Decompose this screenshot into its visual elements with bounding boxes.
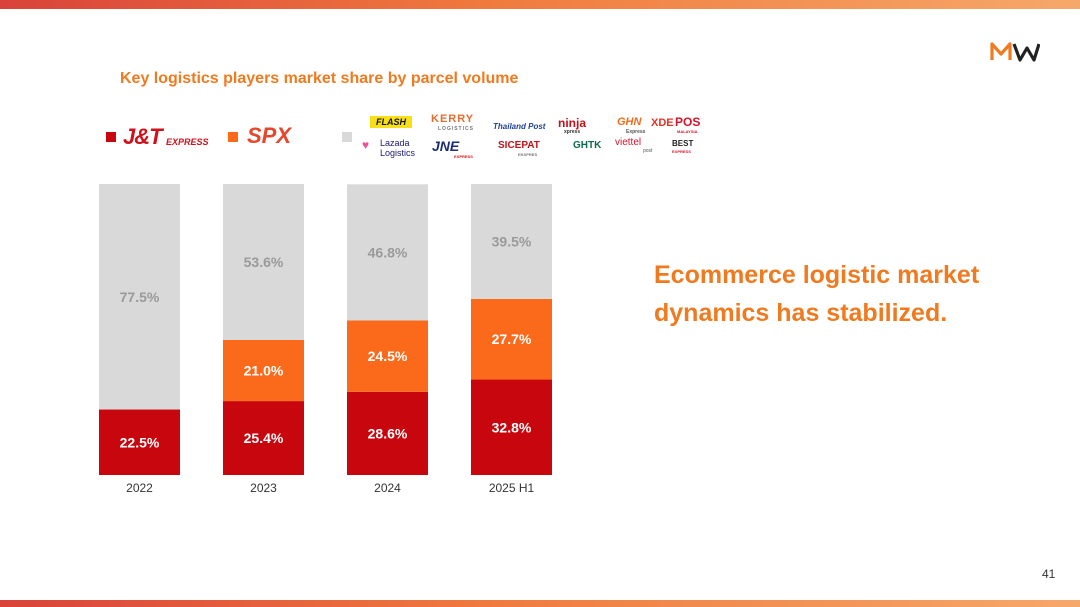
jt-express-logo: J&T: [123, 124, 163, 149]
data-label-others-2: 46.8%: [368, 244, 408, 260]
bar-spx-1: [223, 339, 304, 402]
bar-others-2: [347, 184, 428, 321]
viettel-logo: viettel: [615, 137, 642, 148]
x-tick-label: 2022: [126, 481, 153, 495]
xde-logo: XDE: [651, 117, 674, 129]
x-tick-label: 2024: [374, 481, 401, 495]
x-tick-label: 2025 H1: [489, 481, 535, 495]
flash-logo: FLASH: [370, 116, 412, 128]
pos-logo: POS: [675, 115, 701, 129]
ghtk-logo: GHTK: [573, 140, 602, 151]
bar-jt-3: [471, 379, 552, 475]
ninja-logo: ninja: [558, 116, 587, 130]
data-label-others-1: 53.6%: [244, 254, 284, 270]
kerry-logo-sub: LOGISTICS: [438, 126, 474, 132]
sicepat-logo: SICEPAT: [498, 140, 540, 151]
others-logos-group: FLASH KERRY LOGISTICS Thailand Post ninj…: [362, 112, 708, 159]
data-label-jt-1: 25.4%: [244, 430, 284, 446]
x-tick-label: 2023: [250, 481, 277, 495]
bar-others-3: [471, 184, 552, 299]
mw-logo-icon: [990, 42, 1040, 62]
thailand-post-logo: Thailand Post: [493, 122, 546, 131]
data-label-spx-1: 21.0%: [244, 363, 284, 379]
bar-jt-2: [347, 391, 428, 475]
jne-logo: JNE: [432, 138, 460, 154]
jt-express-logo-suffix: EXPRESS: [166, 137, 209, 147]
ghn-logo-sub: Express: [626, 129, 646, 135]
best-logo-sub: EXPRESS: [672, 149, 691, 154]
lazada-logo-heart-icon: ♥: [362, 138, 370, 152]
lazada-logo: Lazada: [380, 138, 410, 148]
bar-jt-1: [223, 401, 304, 475]
data-label-jt-0: 22.5%: [120, 434, 160, 450]
bar-spx-3: [471, 298, 552, 380]
data-label-others-3: 39.5%: [492, 233, 532, 249]
bar-others-0: [99, 184, 180, 410]
stacked-bar-chart: 22.5% 77.5% 2022 25.4% 21.0% 53.6% 2023 28.6% 24…: [99, 184, 552, 495]
viettel-logo-sub: post: [643, 148, 653, 154]
legend-swatch-jt: [106, 132, 116, 142]
data-label-jt-3: 32.8%: [492, 419, 532, 435]
pos-logo-sub: MALAYSIA: [677, 129, 698, 134]
bar-jt-0: [99, 409, 180, 475]
data-label-spx-3: 27.7%: [492, 331, 532, 347]
data-label-jt-2: 28.6%: [368, 425, 408, 441]
kerry-logo: KERRY: [431, 113, 475, 125]
legend-swatch-others: [342, 132, 352, 142]
chart-legend: J&T EXPRESS SPX FLASH KERRY LOGISTICS Th…: [100, 112, 720, 162]
ninja-logo-sub: xpress: [564, 129, 581, 135]
best-logo: BEST: [672, 139, 694, 148]
bar-others-1: [223, 184, 304, 340]
lazada-logo-sub: Logistics: [380, 148, 416, 158]
bar-spx-2: [347, 320, 428, 392]
sicepat-logo-sub: EKSPRES: [518, 152, 538, 157]
ghn-logo: GHN: [617, 116, 642, 128]
page-number: 41: [1042, 567, 1056, 581]
headline: Ecommerce logistic market dynamics has s…: [654, 261, 980, 327]
jne-logo-sub: EXPRESS: [454, 154, 473, 159]
data-label-spx-2: 24.5%: [368, 348, 408, 364]
data-label-others-0: 77.5%: [120, 289, 160, 305]
spx-logo: SPX: [247, 123, 292, 148]
top-accent-bar: [0, 0, 1080, 9]
legend-swatch-spx: [228, 132, 238, 142]
bottom-accent-bar: [0, 600, 1080, 607]
chart-title: Key logistics players market share by pa…: [120, 70, 519, 87]
